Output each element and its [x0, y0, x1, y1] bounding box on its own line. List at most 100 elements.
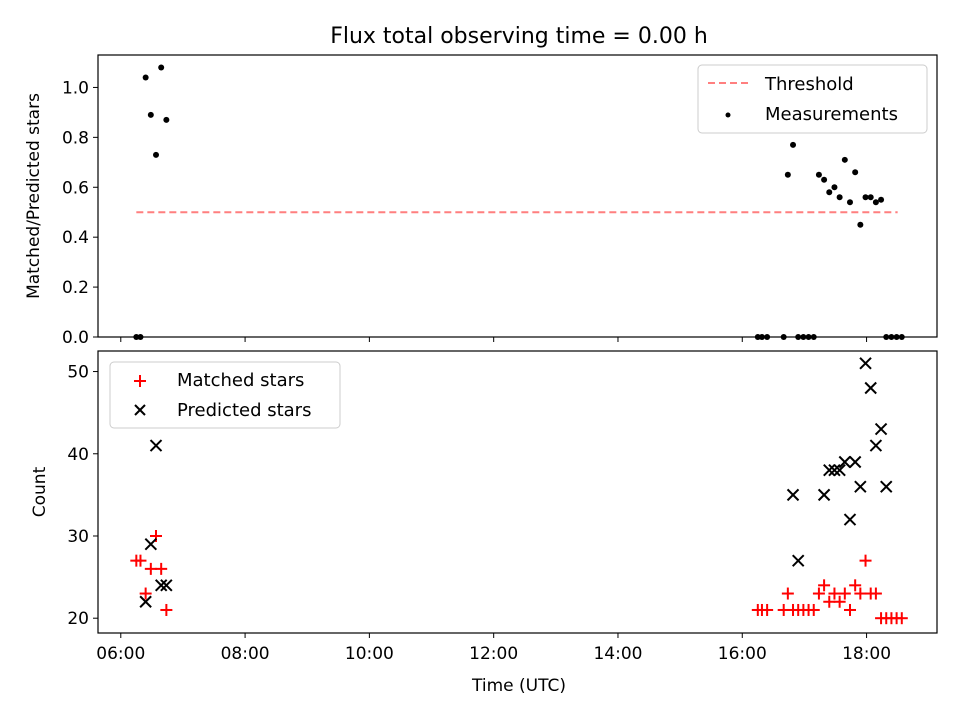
matched-star-marker	[859, 554, 872, 567]
predicted-star-marker	[838, 455, 852, 469]
predicted-star-stroke	[791, 554, 805, 567]
predicted-star-marker	[848, 455, 862, 469]
measurement-point	[163, 116, 170, 123]
top-y-tick-label: 0.4	[62, 228, 89, 248]
measurement-point	[867, 194, 874, 201]
predicted-star-marker	[880, 480, 893, 493]
legend-predicted-label: Predicted stars	[177, 400, 311, 421]
predicted-star-stroke	[828, 464, 841, 477]
matched-star-marker	[144, 562, 157, 575]
legend-matched-swatch	[134, 375, 146, 387]
bottom-y-tick-label: 50	[67, 363, 89, 383]
bottom-x-tick-label: 10:00	[345, 644, 394, 664]
predicted-star-marker	[869, 439, 883, 452]
predicted-star-stroke	[833, 464, 846, 477]
top-series-group	[133, 64, 905, 340]
measurement-point	[831, 184, 838, 191]
bottom-x-tick-label: 08:00	[221, 644, 270, 664]
bottom-x-tick-label: 14:00	[593, 644, 642, 664]
matched-star-marker	[833, 595, 846, 608]
top-y-tick-label: 0.2	[62, 278, 89, 298]
predicted-star-marker	[859, 357, 872, 370]
measurement-point	[158, 64, 165, 71]
predicted-star-marker	[817, 488, 831, 502]
predicted-star-stroke	[859, 357, 872, 370]
predicted-star-stroke	[154, 579, 168, 592]
predicted-star-stroke	[838, 455, 852, 469]
matched-star-marker	[843, 603, 856, 616]
predicted-star-stroke	[880, 480, 893, 493]
bottom-legend-box	[109, 361, 341, 429]
predicted-star-marker	[874, 422, 888, 436]
matched-star-marker	[812, 587, 825, 600]
x-axis-label: Time (UTC)	[471, 676, 566, 696]
matched-star-marker	[761, 603, 774, 616]
top-axes-frame	[97, 54, 938, 338]
matched-star-marker	[823, 595, 836, 608]
predicted-star-stroke	[854, 480, 867, 493]
predicted-star-stroke	[843, 513, 857, 526]
predicted-star-marker	[864, 381, 877, 395]
matched-star-marker	[869, 587, 882, 600]
predicted-star-stroke	[149, 439, 163, 452]
top-legend: Threshold Measurements	[697, 64, 928, 134]
measurement-point	[846, 199, 853, 206]
matched-star-marker	[139, 587, 152, 600]
bottom-x-tick-label: 12:00	[469, 644, 518, 664]
measurement-point	[872, 199, 879, 206]
measurement-point	[836, 194, 843, 201]
measurement-point	[878, 196, 885, 203]
bottom-x-tick-label: 06:00	[96, 644, 145, 664]
bottom-x-tick-label: 18:00	[842, 644, 891, 664]
legend-threshold-label: Threshold	[764, 74, 854, 95]
top-y-tick-label: 1.0	[62, 78, 89, 98]
matched-star-marker	[781, 587, 794, 600]
predicted-star-marker	[154, 579, 168, 592]
predicted-star-marker	[144, 537, 158, 551]
legend-measurements-swatch	[725, 112, 731, 118]
matched-star-marker	[849, 579, 862, 592]
legend-measurements-label: Measurements	[765, 104, 898, 125]
measurement-point	[784, 171, 791, 178]
measurement-point	[821, 176, 828, 183]
predicted-star-stroke	[848, 455, 862, 469]
predicted-star-stroke	[144, 537, 158, 551]
matched-star-marker	[134, 554, 147, 567]
matched-star-marker	[807, 603, 820, 616]
top-y-axis-label: Matched/Predicted stars	[24, 93, 44, 299]
measurement-point	[841, 156, 848, 163]
matched-star-marker	[818, 579, 831, 592]
predicted-star-stroke	[869, 439, 883, 452]
predicted-star-stroke	[874, 422, 888, 436]
matched-star-marker	[838, 587, 851, 600]
bottom-legend: Matched stars Predicted stars	[109, 361, 341, 429]
predicted-star-stroke	[817, 488, 831, 502]
predicted-star-marker	[833, 464, 846, 477]
bottom-y-axis-label: Count	[30, 466, 50, 517]
bottom-series-group	[130, 357, 908, 625]
bottom-y-tick-label: 30	[67, 527, 89, 547]
top-plot-area: 0.0 0.2 0.4 0.6 0.8 1.0	[62, 54, 938, 348]
chart-title: Flux total observing time = 0.00 h	[330, 24, 708, 49]
matched-star-marker	[895, 612, 908, 625]
measurement-point	[815, 171, 822, 178]
matched-star-marker	[828, 587, 841, 600]
bottom-x-tick-label: 16:00	[718, 644, 767, 664]
matched-star-marker	[155, 562, 168, 575]
top-legend-box	[697, 64, 928, 134]
predicted-star-marker	[828, 464, 841, 477]
top-y-tick-label: 0.6	[62, 178, 89, 198]
matched-star-marker	[160, 603, 173, 616]
bottom-plot-area: 20 30 40 50 06:00 08:00 10:00 12:00 14:00 16:00 18…	[67, 350, 938, 664]
legend-predicted-swatch	[134, 404, 146, 416]
predicted-star-marker	[854, 480, 867, 493]
measurement-point	[857, 221, 864, 228]
predicted-star-marker	[149, 439, 163, 452]
legend-matched-label: Matched stars	[177, 370, 304, 391]
measurement-point	[826, 189, 833, 196]
predicted-star-stroke	[786, 488, 800, 502]
predicted-star-marker	[139, 595, 152, 608]
predicted-star-stroke	[160, 579, 173, 592]
bottom-y-tick-label: 20	[67, 609, 89, 629]
